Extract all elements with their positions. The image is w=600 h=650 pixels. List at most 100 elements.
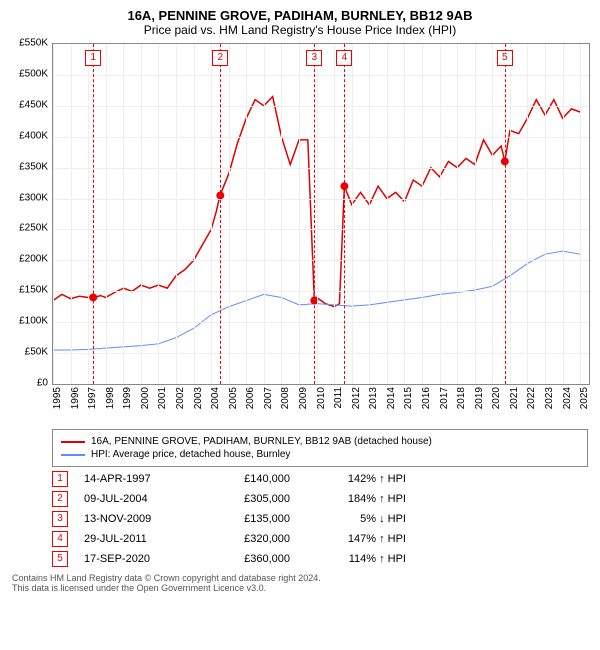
chart-area: £0£50K£100K£150K£200K£250K£300K£350K£400…	[8, 43, 592, 423]
gridline-v	[194, 44, 195, 384]
event-marker-box: 5	[497, 50, 513, 66]
event-number-box: 4	[52, 531, 68, 547]
footer-line-1: Contains HM Land Registry data © Crown c…	[12, 573, 588, 583]
event-row: 4 29-JUL-2011 £320,000 147% ↑ HPI	[52, 531, 588, 547]
x-tick-label: 2014	[386, 387, 397, 409]
event-percent: 184% ↑ HPI	[306, 493, 406, 505]
chart-title: 16A, PENNINE GROVE, PADIHAM, BURNLEY, BB…	[8, 8, 592, 23]
event-price: £305,000	[210, 493, 290, 505]
gridline-v	[106, 44, 107, 384]
event-row: 114-APR-1997£140,000142% ↑ HPI	[52, 471, 588, 487]
gridline-v	[475, 44, 476, 384]
events-table: 114-APR-1997£140,000142% ↑ HPI209-JUL-20…	[52, 471, 588, 567]
legend-label: 16A, PENNINE GROVE, PADIHAM, BURNLEY, BB…	[91, 436, 432, 447]
x-tick-label: 2006	[245, 387, 256, 409]
gridline-v	[492, 44, 493, 384]
x-tick-label: 2009	[298, 387, 309, 409]
x-tick-label: 2008	[280, 387, 291, 409]
legend-label: HPI: Average price, detached house, Burn…	[91, 449, 290, 460]
gridline-v	[334, 44, 335, 384]
event-date: 29-JUL-2011	[84, 533, 194, 545]
event-line	[505, 44, 506, 384]
gridline-v	[457, 44, 458, 384]
event-number-box: 2	[52, 491, 68, 507]
gridline-v	[229, 44, 230, 384]
event-marker-box: 2	[212, 50, 228, 66]
x-tick-label: 2024	[562, 387, 573, 409]
x-tick-label: 1995	[52, 387, 63, 409]
y-tick-label: £400K	[19, 130, 48, 141]
x-tick-label: 2011	[333, 387, 344, 409]
x-tick-label: 2015	[403, 387, 414, 409]
y-tick-label: £200K	[19, 254, 48, 265]
plot-area: 12345	[52, 43, 590, 385]
event-number-box: 3	[52, 511, 68, 527]
x-tick-label: 2021	[509, 387, 520, 409]
event-percent: 142% ↑ HPI	[306, 473, 406, 485]
gridline-v	[281, 44, 282, 384]
x-tick-label: 2005	[228, 387, 239, 409]
event-price: £320,000	[210, 533, 290, 545]
event-date: 14-APR-1997	[84, 473, 194, 485]
gridline-h	[53, 168, 589, 169]
gridline-h	[53, 291, 589, 292]
gridline-v	[317, 44, 318, 384]
event-row: 2 09-JUL-2004 £305,000 184% ↑ HPI	[52, 491, 588, 507]
x-tick-label: 1998	[105, 387, 116, 409]
y-tick-label: £300K	[19, 192, 48, 203]
x-tick-label: 2023	[544, 387, 555, 409]
gridline-v	[264, 44, 265, 384]
footer: Contains HM Land Registry data © Crown c…	[12, 573, 588, 593]
y-tick-label: £350K	[19, 161, 48, 172]
event-line	[93, 44, 94, 384]
gridline-v	[88, 44, 89, 384]
gridline-h	[53, 322, 589, 323]
event-number-box: 5	[52, 551, 68, 567]
gridline-v	[510, 44, 511, 384]
x-tick-label: 2007	[263, 387, 274, 409]
event-date: 13-NOV-2009	[84, 513, 194, 525]
gridline-h	[53, 199, 589, 200]
x-tick-label: 2019	[474, 387, 485, 409]
event-row: 517-SEP-2020£360,000114% ↑ HPI	[52, 551, 588, 567]
event-line	[344, 44, 345, 384]
x-tick-label: 2004	[210, 387, 221, 409]
x-tick-label: 2016	[421, 387, 432, 409]
x-tick-label: 2012	[351, 387, 362, 409]
x-tick-label: 2000	[140, 387, 151, 409]
x-tick-label: 2022	[526, 387, 537, 409]
gridline-v	[527, 44, 528, 384]
event-date: 09-JUL-2004	[84, 493, 194, 505]
x-tick-label: 2025	[579, 387, 590, 409]
y-tick-label: £450K	[19, 99, 48, 110]
y-tick-label: £250K	[19, 223, 48, 234]
y-tick-label: £150K	[19, 285, 48, 296]
event-row: 313-NOV-2009£135,0005% ↓ HPI	[52, 511, 588, 527]
gridline-h	[53, 137, 589, 138]
gridline-v	[246, 44, 247, 384]
gridline-v	[563, 44, 564, 384]
legend-swatch	[61, 441, 85, 443]
chart-subtitle: Price paid vs. HM Land Registry's House …	[8, 23, 592, 37]
gridline-v	[369, 44, 370, 384]
x-tick-label: 2002	[175, 387, 186, 409]
gridline-v	[545, 44, 546, 384]
gridline-v	[352, 44, 353, 384]
legend-row: HPI: Average price, detached house, Burn…	[61, 449, 579, 460]
event-marker-box: 4	[336, 50, 352, 66]
x-tick-label: 2018	[456, 387, 467, 409]
event-percent: 147% ↑ HPI	[306, 533, 406, 545]
event-line	[220, 44, 221, 384]
event-price: £135,000	[210, 513, 290, 525]
y-tick-label: £50K	[25, 347, 48, 358]
x-tick-label: 2010	[316, 387, 327, 409]
gridline-v	[299, 44, 300, 384]
gridline-v	[404, 44, 405, 384]
event-price: £140,000	[210, 473, 290, 485]
gridline-v	[141, 44, 142, 384]
gridline-v	[176, 44, 177, 384]
x-tick-label: 1997	[87, 387, 98, 409]
legend-row: 16A, PENNINE GROVE, PADIHAM, BURNLEY, BB…	[61, 436, 579, 447]
x-tick-label: 2003	[193, 387, 204, 409]
footer-line-2: This data is licensed under the Open Gov…	[12, 583, 588, 593]
